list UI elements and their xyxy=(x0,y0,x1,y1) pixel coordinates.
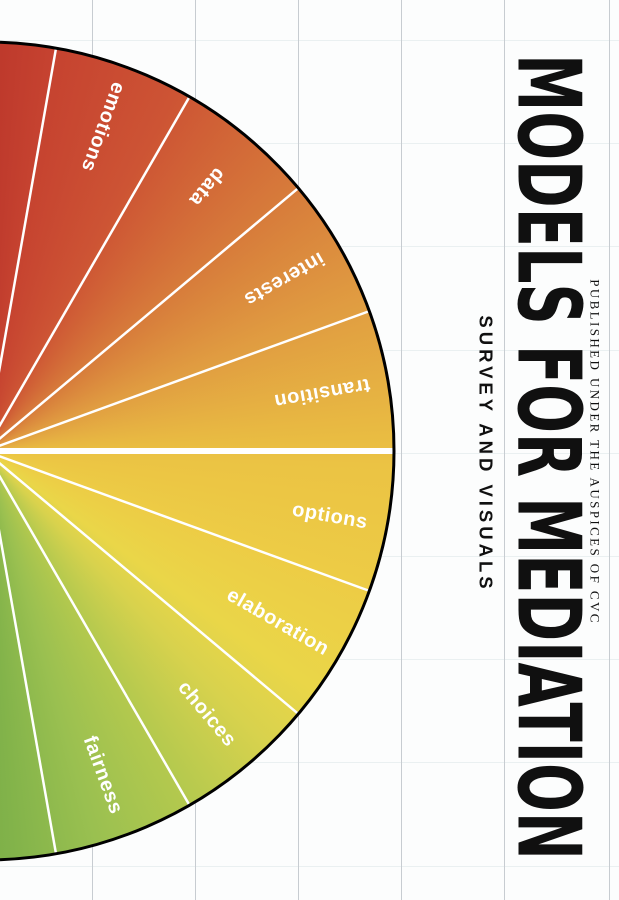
wheel-divider xyxy=(0,528,58,855)
wheel-divider xyxy=(0,47,58,374)
grid-line-vertical xyxy=(401,0,402,900)
grid-line-vertical xyxy=(504,0,505,900)
wheel-rim xyxy=(0,40,396,862)
grid-line-vertical xyxy=(609,0,610,900)
wheel-divider xyxy=(0,474,191,806)
wheel-divider xyxy=(0,455,370,593)
main-title: MODELS FOR MEDIATION xyxy=(497,54,600,860)
publisher-line: PUBLISHED UNDER THE AUSPICES OF CVC xyxy=(587,279,603,625)
grid-line-horizontal xyxy=(0,866,619,867)
wheel-divider xyxy=(0,461,300,715)
wheel-divider xyxy=(0,187,300,441)
grid-line-horizontal xyxy=(0,762,619,763)
wheel-divider xyxy=(0,96,191,428)
grid-line-horizontal xyxy=(0,40,619,41)
grid-line-horizontal xyxy=(0,143,619,144)
wheel-divider xyxy=(0,309,370,447)
subtitle: SURVEY AND VISUALS xyxy=(475,315,497,593)
